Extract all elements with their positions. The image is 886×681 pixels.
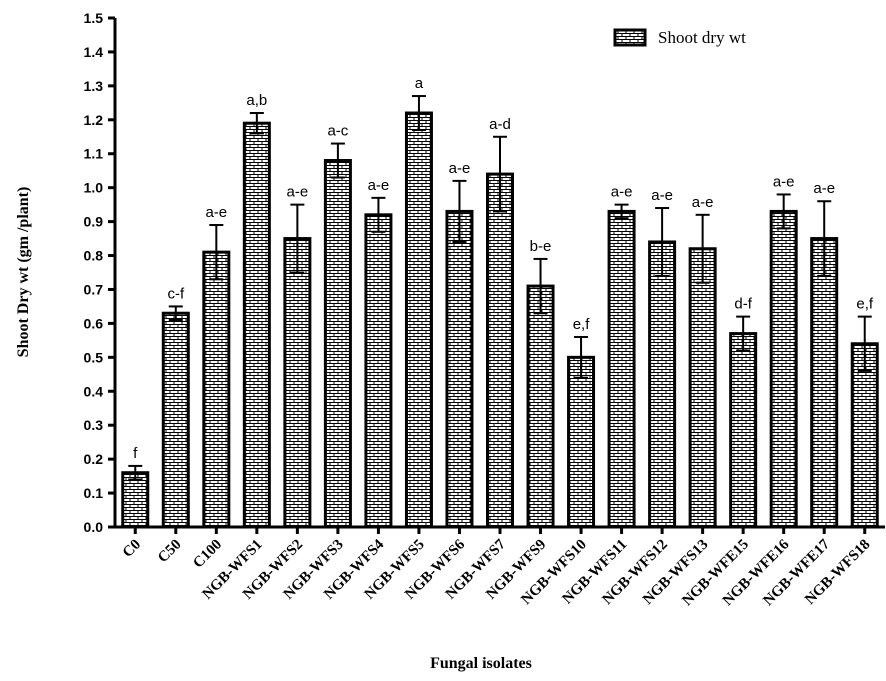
axes-layer [108,16,885,534]
y-tick-label: 0.0 [84,519,104,535]
significance-label: b-e [530,238,552,255]
y-tick-label: 1.0 [84,180,104,196]
error-bar [371,196,386,233]
bar [161,311,190,529]
error-bar [249,112,264,135]
y-tick-label: 0.2 [84,451,104,467]
error-bar [695,213,710,284]
significance-label: a-d [489,116,511,133]
y-tick-label: 0.9 [84,214,104,230]
y-tick-label: 0.5 [84,349,104,365]
bar [323,159,352,529]
y-axis-title: Shoot Dry wt (gm /plant) [15,187,32,358]
bar [688,247,717,529]
bar [567,355,596,529]
significance-label: a-e [692,194,714,211]
bar [404,111,433,529]
y-tick-label: 1.1 [84,146,104,162]
bar [607,209,636,529]
significance-label: a-e [287,184,309,201]
x-axis-title: Fungal isolates [430,655,532,672]
bar [810,237,839,529]
bar [364,213,393,529]
error-bar [533,257,548,315]
bar [283,237,312,529]
bar [769,209,798,529]
significance-label: a-e [813,180,835,197]
y-tick-label: 1.4 [84,44,104,60]
x-tick-label: C50 [155,537,185,567]
error-bar [128,464,143,481]
bar [202,250,231,529]
error-bar [493,135,507,213]
significance-label: a-c [327,123,348,140]
bar [242,121,271,529]
error-bar [614,203,629,220]
significance-label: a-e [205,204,227,221]
error-bar [290,203,305,274]
significance-label: a-e [611,184,633,201]
x-tick-label: C100 [190,537,225,572]
error-bar [411,95,426,131]
significance-label: a-e [651,187,673,204]
significance-label: a-e [773,173,795,190]
error-bar [655,207,670,277]
significance-label: a,b [246,92,267,109]
y-tick-label: 1.5 [84,10,104,26]
bar [486,172,514,529]
error-bar [330,142,345,179]
error-bar [776,193,791,230]
error-bar [168,305,183,322]
significance-label: d-f [734,296,752,313]
error-bar [857,315,872,372]
legend-swatch [613,28,647,47]
significance-label: a [415,75,424,92]
y-tick-label: 0.7 [84,281,104,297]
error-bar [574,335,589,379]
y-tick-label: 1.3 [84,78,104,94]
y-tick-label: 0.4 [84,383,104,399]
y-tick-label: 0.3 [84,417,104,433]
bar [445,209,474,529]
error-bar [209,223,224,281]
significance-label: e,f [573,316,591,333]
significance-label: c-f [167,285,184,302]
bar [648,240,677,529]
y-tick-label: 0.1 [84,485,104,501]
legend-label: Shoot dry wt [658,28,746,47]
bars-layer [121,95,879,529]
error-bar [817,200,832,277]
x-tick-label: C0 [120,537,144,561]
significance-label: e,f [856,296,874,313]
legend: Shoot dry wt [613,28,746,47]
y-tick-label: 1.2 [84,112,104,128]
bar [526,284,555,529]
y-tick-label: 0.8 [84,248,104,264]
y-tick-label: 0.6 [84,315,104,331]
error-bar [736,315,751,352]
significance-label: f [133,445,138,462]
bar [729,332,758,529]
significance-label: a-e [368,177,390,194]
significance-label: a-e [449,160,471,177]
bar [121,471,150,529]
error-bar [452,179,467,243]
